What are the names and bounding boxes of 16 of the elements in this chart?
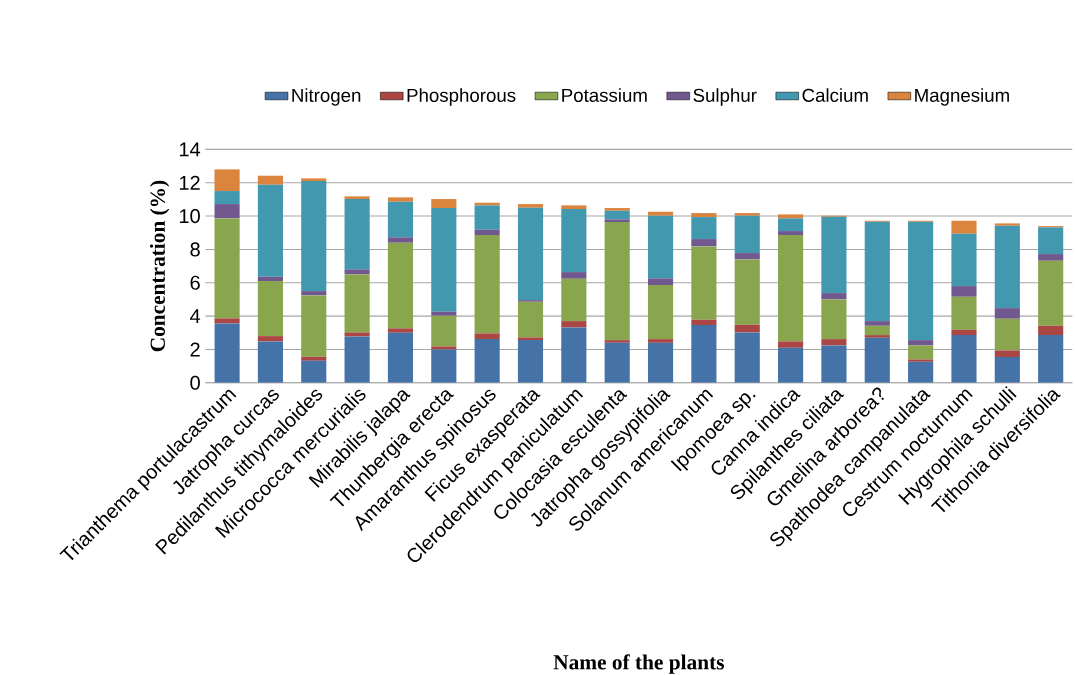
y-tick-label: 2: [190, 342, 200, 357]
y-tick-label: 14: [179, 142, 201, 157]
legend-label: Phosphorous: [407, 88, 516, 106]
y-tick-label: 4: [190, 309, 201, 324]
legend-label: Nitrogen: [292, 88, 361, 106]
y-tick-label: 6: [190, 275, 200, 290]
y-tick-label: 0: [190, 375, 200, 390]
legend-label: Sulphur: [693, 88, 757, 106]
y-tick-label: 10: [179, 209, 200, 224]
y-axis-title: Concentration (%): [149, 180, 170, 352]
x-axis-title: Name of the plants: [553, 654, 724, 674]
y-tick-label: 8: [190, 242, 200, 257]
legend-label: Magnesium: [915, 88, 1009, 106]
y-tick-label: 12: [179, 175, 200, 190]
legend-label: Calcium: [802, 88, 868, 103]
legend-label: Potassium: [562, 88, 647, 103]
